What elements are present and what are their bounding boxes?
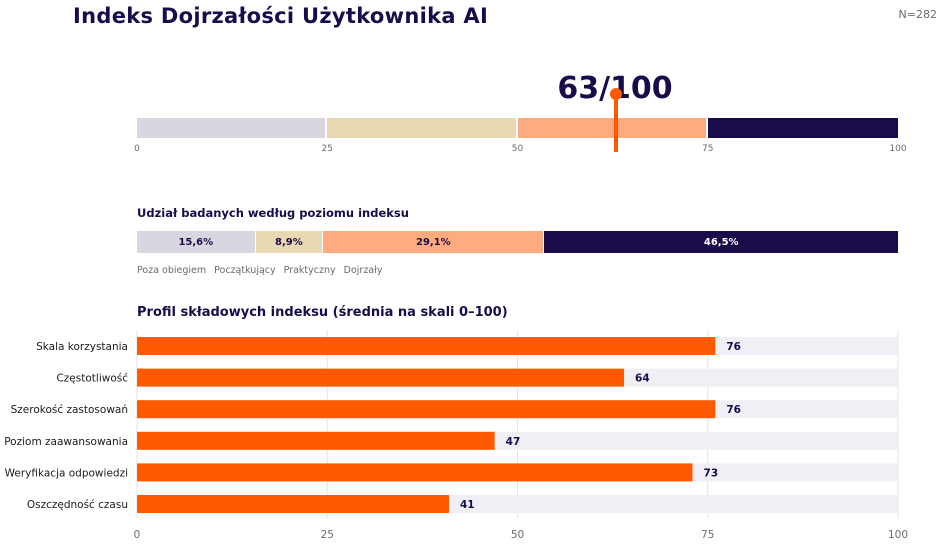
profile-tick-label: 75 <box>701 529 714 541</box>
share-segment-0: 15,6% <box>137 231 256 253</box>
gauge-tick-label: 25 <box>321 144 333 154</box>
gauge-band-0 <box>137 118 326 138</box>
profile-tick-label: 0 <box>134 529 141 541</box>
share-legend-item: Praktyczny <box>283 265 336 276</box>
share-legend-item: Poza obiegiem <box>137 265 207 276</box>
share-segment-3: 46,5% <box>544 231 898 253</box>
profile-value-label: 76 <box>726 341 741 353</box>
profile-bar <box>137 400 716 419</box>
gauge-tick-label: 50 <box>511 144 524 154</box>
gauge-tick-label: 75 <box>702 144 714 154</box>
share-stacked-bar: 15,6% 8,9% 29,1% 46,5% <box>137 231 898 253</box>
profile-bar <box>137 431 495 450</box>
sample-size-label: N=282 <box>898 8 937 21</box>
gauge-band-2 <box>517 118 706 138</box>
profile-tick-label: 50 <box>511 529 524 541</box>
gauge-band-3 <box>707 118 898 138</box>
profile-chart-title: Profil składowych indeksu (średnia na sk… <box>137 305 508 320</box>
gauge-bar <box>137 118 898 138</box>
gauge-tick-label: 100 <box>889 144 907 154</box>
profile-tick-label: 25 <box>321 529 334 541</box>
gauge-band-1 <box>327 118 516 138</box>
profile-category-label: Weryfikacja odpowiedzi <box>5 467 128 479</box>
share-legend-item: Dojrzały <box>343 265 383 276</box>
profile-value-label: 47 <box>506 436 521 448</box>
profile-value-label: 64 <box>635 373 650 385</box>
share-legend: Poza obiegiem Początkujący Praktyczny Dojrz… <box>137 265 382 276</box>
share-chart-title: Udział badanych według poziomu indeksu <box>137 206 409 220</box>
profile-category-label: Szerokość zastosowań <box>11 404 128 416</box>
profile-category-label: Skala korzystania <box>36 341 128 353</box>
profile-category-label: Częstotliwość <box>56 373 128 385</box>
gauge-marker-dot <box>610 88 623 100</box>
profile-bar <box>137 495 450 513</box>
profile-value-label: 73 <box>704 467 719 479</box>
profile-tick-label: 100 <box>888 529 908 541</box>
gauge-tick-label: 0 <box>134 144 140 154</box>
profile-bar <box>137 368 625 387</box>
profile-category-label: Poziom zaawansowania <box>4 436 128 448</box>
share-segment-1: 8,9% <box>255 231 324 253</box>
page-title: Indeks Dojrzałości Użytkownika AI <box>73 4 489 28</box>
gauge-marker-stem <box>614 94 619 152</box>
profile-category-label: Oszczędność czasu <box>27 499 128 511</box>
profile-bar <box>137 337 716 355</box>
profile-value-label: 41 <box>460 499 475 511</box>
share-segment-2: 29,1% <box>323 231 545 253</box>
profile-bar <box>137 463 693 482</box>
share-legend-item: Początkujący <box>214 265 276 276</box>
profile-value-label: 76 <box>726 404 741 416</box>
